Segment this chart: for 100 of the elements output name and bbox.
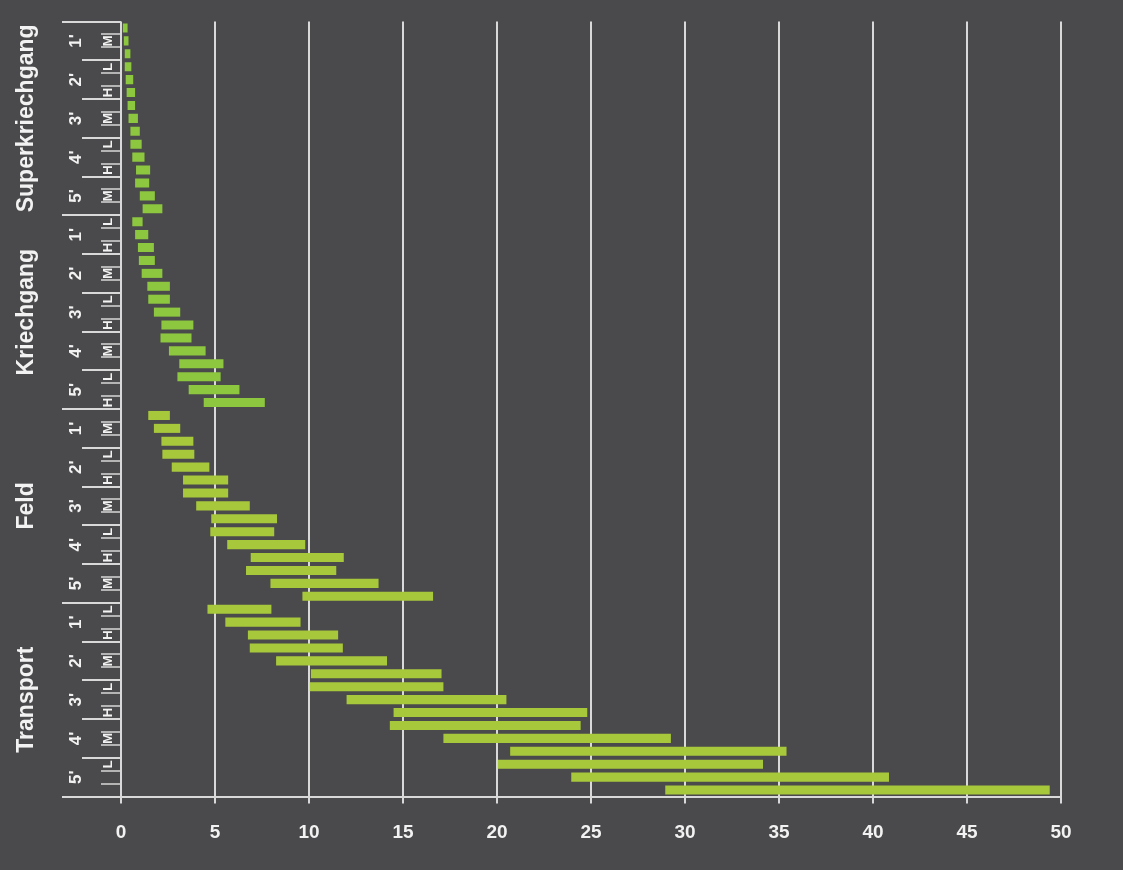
x-tick-label: 20	[486, 821, 508, 843]
y-tick-label: L	[100, 605, 116, 614]
bar	[309, 682, 444, 692]
y-tick-label: M	[100, 267, 116, 279]
bar	[250, 553, 344, 563]
y-tick-label: L	[100, 527, 116, 536]
text: 3'	[65, 111, 85, 126]
bar	[203, 398, 265, 408]
bar	[196, 501, 250, 511]
y-tick-label: L	[100, 450, 116, 459]
text: 4'	[65, 731, 85, 746]
bar	[188, 385, 240, 395]
bar	[162, 449, 195, 459]
bar	[302, 591, 434, 601]
x-tick-label: 25	[580, 821, 602, 843]
bar	[207, 604, 272, 614]
text: 4'	[65, 537, 85, 552]
bar	[443, 733, 671, 743]
text: 2'	[65, 266, 85, 281]
text: 5'	[65, 770, 85, 784]
bar	[153, 307, 181, 317]
y-tick-label: M	[100, 500, 116, 512]
y-tick-label: L	[100, 217, 116, 226]
bar	[497, 759, 764, 769]
y-tick-label: M	[100, 35, 116, 47]
bar	[393, 708, 588, 718]
bar	[123, 36, 129, 46]
text: 5'	[65, 576, 85, 591]
y-tick-label: L	[100, 682, 116, 691]
bar	[346, 695, 507, 705]
bar	[161, 320, 194, 330]
bar	[126, 88, 136, 98]
y-tick-label: M	[100, 190, 116, 202]
bar	[171, 462, 210, 472]
bar	[270, 578, 379, 588]
bar	[249, 643, 343, 653]
bar	[177, 372, 221, 382]
text: 5'	[65, 382, 85, 397]
text: 5'	[65, 189, 85, 203]
bar	[135, 178, 150, 188]
bar	[137, 243, 154, 253]
bar	[153, 423, 181, 433]
x-tick-label: 5	[209, 821, 221, 843]
text: 1'	[65, 34, 85, 48]
x-tick-label: 15	[392, 821, 414, 843]
y-tick-label: M	[100, 422, 116, 434]
y-tick-label: H	[100, 397, 116, 408]
bar	[139, 191, 155, 201]
y-tick-label: M	[100, 655, 116, 667]
y-tick-label: M	[100, 112, 116, 124]
bar	[310, 669, 442, 679]
bar	[125, 75, 134, 85]
bar	[136, 165, 151, 175]
bar	[122, 23, 128, 33]
bar	[227, 540, 306, 550]
y-tick-label: M	[100, 732, 116, 744]
bar	[571, 772, 889, 782]
bar	[179, 359, 224, 369]
x-tick-label: 40	[862, 821, 884, 843]
x-tick-label: 35	[768, 821, 790, 843]
bar	[211, 514, 278, 524]
y-tick-label: H	[100, 165, 116, 175]
text: Transport	[12, 646, 39, 753]
text: 1'	[65, 227, 85, 242]
bar	[135, 230, 149, 240]
bar	[161, 436, 194, 446]
bar	[225, 617, 301, 627]
bar	[148, 410, 170, 420]
bar	[142, 204, 163, 214]
text: 2'	[65, 654, 85, 668]
text: Kriechgang	[12, 248, 39, 376]
y-tick-label: L	[100, 295, 116, 304]
bar	[130, 126, 140, 136]
bar	[183, 475, 229, 485]
text: Feld	[12, 482, 39, 530]
y-tick-label: H	[100, 552, 116, 563]
bar	[124, 62, 132, 72]
y-tick-label: H	[100, 87, 116, 98]
text: 2'	[65, 460, 85, 474]
x-tick-label: 0	[115, 821, 127, 843]
text: 3'	[65, 692, 85, 707]
text: 4'	[65, 150, 85, 164]
bar	[276, 656, 388, 666]
text: 2'	[65, 72, 85, 87]
y-tick-label: L	[100, 760, 116, 769]
bar	[246, 565, 337, 575]
y-tick-label: L	[100, 372, 116, 381]
text: 1'	[65, 615, 85, 629]
x-tick-label: 45	[956, 821, 978, 843]
bar	[510, 746, 787, 756]
text: 4'	[65, 344, 85, 358]
y-tick-label: H	[100, 320, 116, 330]
x-tick-label: 50	[1050, 821, 1072, 843]
bar	[127, 100, 136, 110]
y-tick-label: H	[100, 242, 116, 253]
bar	[160, 333, 192, 343]
y-tick-label: H	[100, 707, 116, 718]
y-tick-label: H	[100, 475, 116, 485]
bar	[141, 268, 163, 278]
bar	[168, 346, 206, 356]
